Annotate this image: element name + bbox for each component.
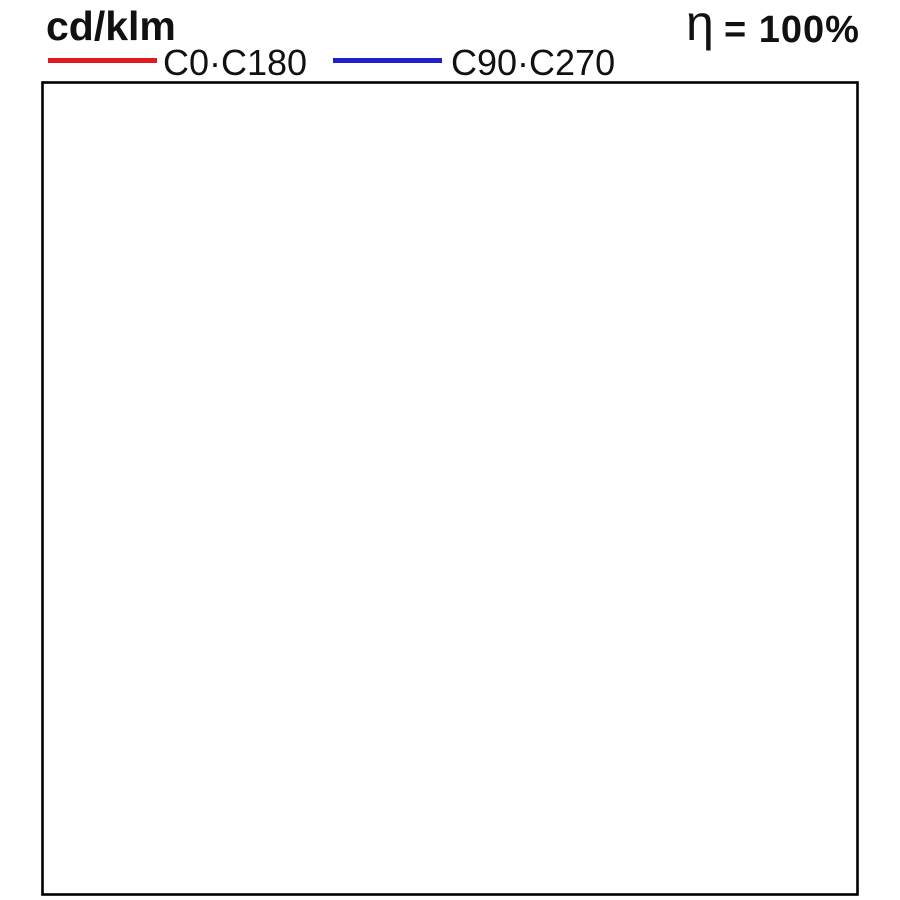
ring-value-label: 500: [417, 647, 483, 707]
ring-gridline: [58, 0, 844, 745]
radial-gridline: [0, 0, 900, 732]
ring-gridline: [386, 287, 517, 418]
radial-gridline: [319, 0, 583, 900]
plot-border: [41, 81, 859, 896]
c0-c180-curve: [317, 352, 586, 702]
radial-gridline: [71, 0, 831, 900]
ring-gridline: [255, 156, 648, 549]
radial-gridline: [0, 0, 900, 841]
radial-gridline: [0, 220, 900, 484]
radial-gridline: [0, 0, 900, 732]
efficiency-eta-symbol: η: [686, 0, 714, 51]
legend-swatch-c90-c270: [333, 58, 442, 63]
efficiency-value: = 100%: [724, 9, 860, 51]
ring-gridline: [189, 90, 713, 614]
radial-gridline: [0, 92, 900, 612]
ring-gridline: [320, 221, 582, 483]
unit-label: cd/klm: [46, 3, 176, 49]
radial-gridline: [191, 0, 711, 900]
legend-label-c90-c270: C90·C270: [451, 42, 616, 83]
radial-gridline: [191, 0, 711, 900]
radial-gridline: [319, 0, 583, 900]
radial-gridline: [71, 0, 831, 900]
legend-swatch-c0-c180: [48, 58, 157, 63]
ring-label-background: [410, 652, 490, 698]
radial-gridline: [0, 0, 900, 841]
radial-gridline: [0, 220, 900, 484]
c90-c270-curve: [325, 352, 577, 700]
ring-gridline: [0, 0, 900, 811]
ring-gridline: [124, 25, 779, 680]
legend-label-c0-c180: C0·C180: [163, 42, 308, 83]
radial-gridline: [0, 92, 900, 612]
ring-gridline: [0, 0, 900, 876]
